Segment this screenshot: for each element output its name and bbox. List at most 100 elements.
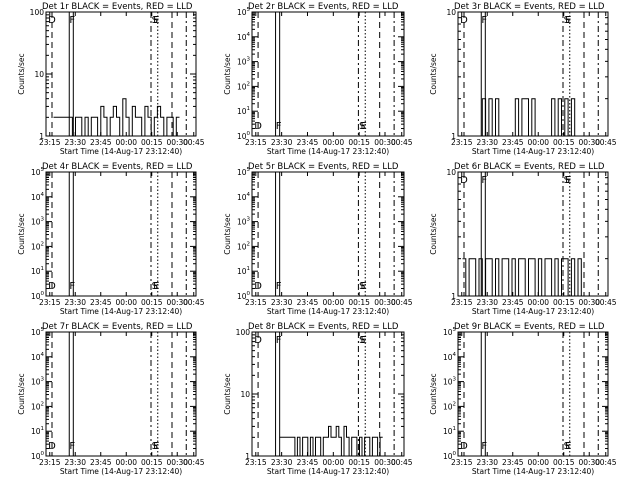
x-tick-label: 00:30 xyxy=(166,138,188,147)
marker-s: S xyxy=(152,15,158,26)
y-tick-label: 102 xyxy=(443,401,456,411)
x-tick-label: 00:00 xyxy=(527,298,549,307)
x-tick-label: 23:30 xyxy=(64,298,86,307)
y-tick-label: 104 xyxy=(443,352,457,362)
marker-e: E xyxy=(153,15,159,26)
chart-title: Det 5r BLACK = Events, RED = LLD xyxy=(248,162,399,172)
chart-title: Det 2r BLACK = Events, RED = LLD xyxy=(248,2,399,12)
series-line xyxy=(462,98,595,137)
x-tick-label: 23:45 xyxy=(90,298,112,307)
series-line xyxy=(462,258,595,297)
marker-d: D xyxy=(460,441,468,452)
y-tick-label: 102 xyxy=(31,241,44,251)
x-tick-label: 23:15 xyxy=(245,138,267,147)
marker-d: D xyxy=(254,281,262,292)
marker-f: F xyxy=(481,15,487,26)
y-tick-label: 103 xyxy=(443,377,457,387)
y-axis-label: Counts/sec xyxy=(223,373,232,414)
x-tick-label: 00:45 xyxy=(595,458,617,467)
x-tick-label: 00:15 xyxy=(348,138,370,147)
marker-f: F xyxy=(481,175,487,186)
x-tick-label: 00:45 xyxy=(391,138,413,147)
chart-title: Det 7r BLACK = Events, RED = LLD xyxy=(42,322,193,332)
chart-title: Det 9r BLACK = Events, RED = LLD xyxy=(454,322,605,332)
y-tick-label: 100 xyxy=(443,451,457,461)
x-tick-label: 00:45 xyxy=(391,298,413,307)
marker-s: S xyxy=(564,441,570,452)
x-tick-label: 00:30 xyxy=(578,298,600,307)
x-tick-label: 00:00 xyxy=(115,138,137,147)
y-tick-label: 103 xyxy=(31,217,45,227)
y-tick-label: 1 xyxy=(39,132,44,141)
y-axis-label: Counts/sec xyxy=(429,213,438,254)
marker-e: E xyxy=(361,121,367,132)
x-tick-label: 00:30 xyxy=(166,458,188,467)
y-tick-label: 1 xyxy=(451,132,456,141)
y-axis-label: Counts/sec xyxy=(429,53,438,94)
y-tick-label: 100 xyxy=(30,8,45,17)
x-tick-label: 23:30 xyxy=(476,458,498,467)
x-tick-label: 23:30 xyxy=(271,138,293,147)
y-tick-label: 101 xyxy=(237,266,250,276)
y-tick-label: 105 xyxy=(31,327,45,337)
x-tick-label: 23:15 xyxy=(451,298,473,307)
x-tick-label: 23:45 xyxy=(502,458,524,467)
x-tick-label: 00:00 xyxy=(115,458,137,467)
x-tick-label: 00:00 xyxy=(115,298,137,307)
marker-d: D xyxy=(48,281,56,292)
y-tick-label: 104 xyxy=(31,352,45,362)
y-axis-label: Counts/sec xyxy=(429,373,438,414)
x-tick-label: 00:15 xyxy=(553,138,575,147)
y-tick-label: 104 xyxy=(31,192,45,202)
x-tick-label: 00:45 xyxy=(595,138,617,147)
marker-s: S xyxy=(564,175,570,186)
marker-d: D xyxy=(254,335,262,346)
y-tick-label: 1 xyxy=(245,452,250,461)
marker-s: S xyxy=(152,281,158,292)
marker-d: D xyxy=(460,15,468,26)
x-tick-label: 00:15 xyxy=(141,458,163,467)
x-tick-label: 23:30 xyxy=(64,138,86,147)
x-tick-label: 23:15 xyxy=(245,458,267,467)
y-tick-label: 10 xyxy=(446,168,456,177)
marker-s: S xyxy=(564,15,570,26)
marker-e: E xyxy=(153,281,159,292)
x-tick-label: 00:15 xyxy=(348,458,370,467)
y-tick-label: 105 xyxy=(443,327,457,337)
y-tick-label: 105 xyxy=(237,167,251,177)
x-axis-label: Start Time (14-Aug-17 23:12:40) xyxy=(267,467,389,476)
x-tick-label: 00:30 xyxy=(166,298,188,307)
x-tick-label: 00:00 xyxy=(527,458,549,467)
marker-e: E xyxy=(361,281,367,292)
marker-f: F xyxy=(276,281,282,292)
x-tick-label: 00:15 xyxy=(141,298,163,307)
chart-title: Det 1r BLACK = Events, RED = LLD xyxy=(42,2,193,12)
marker-e: E xyxy=(361,335,367,346)
plot-frame xyxy=(45,331,197,457)
y-tick-label: 103 xyxy=(237,217,251,227)
marker-e: E xyxy=(565,175,571,186)
marker-s: S xyxy=(359,335,365,346)
x-tick-label: 00:45 xyxy=(183,458,205,467)
marker-f: F xyxy=(69,281,75,292)
marker-f: F xyxy=(276,335,282,346)
x-tick-label: 23:30 xyxy=(476,138,498,147)
y-tick-label: 102 xyxy=(237,241,250,251)
y-tick-label: 105 xyxy=(31,167,45,177)
plot-frame xyxy=(251,11,405,137)
x-axis-label: Start Time (14-Aug-17 23:12:40) xyxy=(267,147,389,156)
x-tick-label: 23:15 xyxy=(39,298,61,307)
x-tick-label: 23:15 xyxy=(39,138,61,147)
x-tick-label: 00:00 xyxy=(323,458,345,467)
x-axis-label: Start Time (14-Aug-17 23:12:40) xyxy=(472,467,594,476)
chart-title: Det 6r BLACK = Events, RED = LLD xyxy=(454,162,605,172)
y-tick-label: 103 xyxy=(237,57,251,67)
series-line xyxy=(53,98,180,137)
y-tick-label: 10 xyxy=(240,390,250,399)
y-tick-label: 102 xyxy=(31,401,44,411)
x-tick-label: 23:45 xyxy=(297,458,319,467)
